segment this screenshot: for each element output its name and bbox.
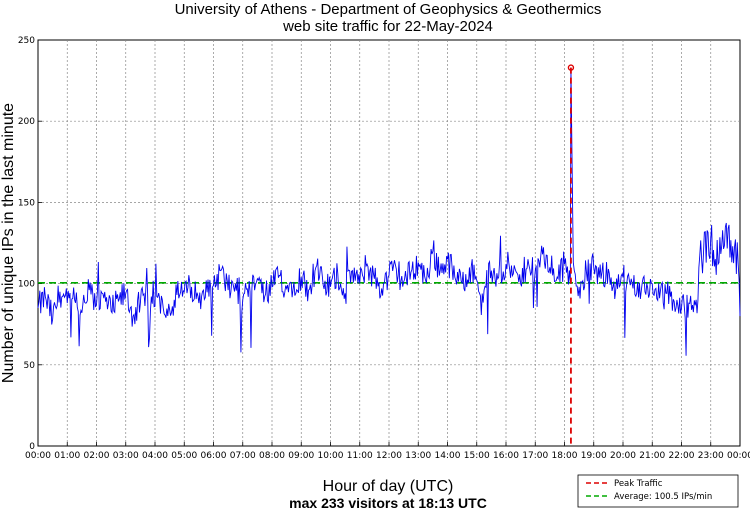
x-tick-label: 11:00 bbox=[347, 451, 373, 461]
legend-box bbox=[577, 474, 739, 508]
x-tick-label: 06:00 bbox=[201, 451, 227, 461]
x-tick-label: 00:00 bbox=[25, 451, 51, 461]
peak-marker bbox=[567, 64, 575, 71]
x-tick-label: 00:00 bbox=[727, 451, 750, 461]
legend-peak-label: Peak Traffic bbox=[614, 479, 663, 489]
traffic-series-line bbox=[37, 67, 741, 356]
x-axis-label: Hour of day (UTC) bbox=[323, 478, 454, 495]
x-tick-label: 20:00 bbox=[610, 451, 636, 461]
x-tick-label: 19:00 bbox=[581, 451, 607, 461]
x-tick-label: 01:00 bbox=[54, 451, 80, 461]
x-tick-label: 13:00 bbox=[405, 451, 431, 461]
y-tick-label: 50 bbox=[24, 361, 36, 371]
x-tick-label: 12:00 bbox=[376, 451, 402, 461]
y-tick-label: 100 bbox=[18, 280, 35, 290]
y-tick-label: 200 bbox=[18, 117, 35, 127]
x-tick-label: 02:00 bbox=[84, 451, 110, 461]
peak-summary: max 233 visitors at 18:13 UTC bbox=[289, 495, 487, 511]
x-tick-label: 21:00 bbox=[639, 451, 665, 461]
x-tick-label: 18:00 bbox=[552, 451, 578, 461]
x-tick-label: 14:00 bbox=[435, 451, 461, 461]
chart-title: University of Athens - Department of Geo… bbox=[175, 1, 602, 18]
x-tick-label: 16:00 bbox=[493, 451, 519, 461]
y-tick-label: 150 bbox=[18, 198, 35, 208]
grid-lines bbox=[38, 40, 740, 446]
y-axis-label: Number of unique IPs in the last minute bbox=[0, 103, 17, 383]
x-tick-label: 05:00 bbox=[171, 451, 197, 461]
x-tick-label: 03:00 bbox=[113, 451, 139, 461]
x-tick-label: 08:00 bbox=[259, 451, 285, 461]
y-axis-ticks: 0 50 100 150 200 250 bbox=[18, 36, 42, 452]
x-tick-label: 15:00 bbox=[464, 451, 490, 461]
chart-subtitle: web site traffic for 22-May-2024 bbox=[282, 18, 493, 35]
x-tick-label: 09:00 bbox=[288, 451, 314, 461]
x-tick-label: 10:00 bbox=[318, 451, 344, 461]
x-tick-label: 07:00 bbox=[230, 451, 256, 461]
y-tick-label: 250 bbox=[18, 36, 35, 46]
y-tick-label: 0 bbox=[29, 442, 35, 452]
legend: Peak Traffic Average: 100.5 IPs/min bbox=[577, 474, 739, 508]
x-axis-ticks: 00:00 01:00 02:00 03:00 04:00 05:00 06:00 07:00… bbox=[25, 442, 750, 461]
x-tick-label: 04:00 bbox=[142, 451, 168, 461]
plot-area bbox=[37, 39, 741, 447]
legend-average-label: Average: 100.5 IPs/min bbox=[614, 492, 712, 502]
x-tick-label: 22:00 bbox=[669, 451, 695, 461]
x-tick-label: 17:00 bbox=[522, 451, 548, 461]
x-tick-label: 23:00 bbox=[698, 451, 724, 461]
